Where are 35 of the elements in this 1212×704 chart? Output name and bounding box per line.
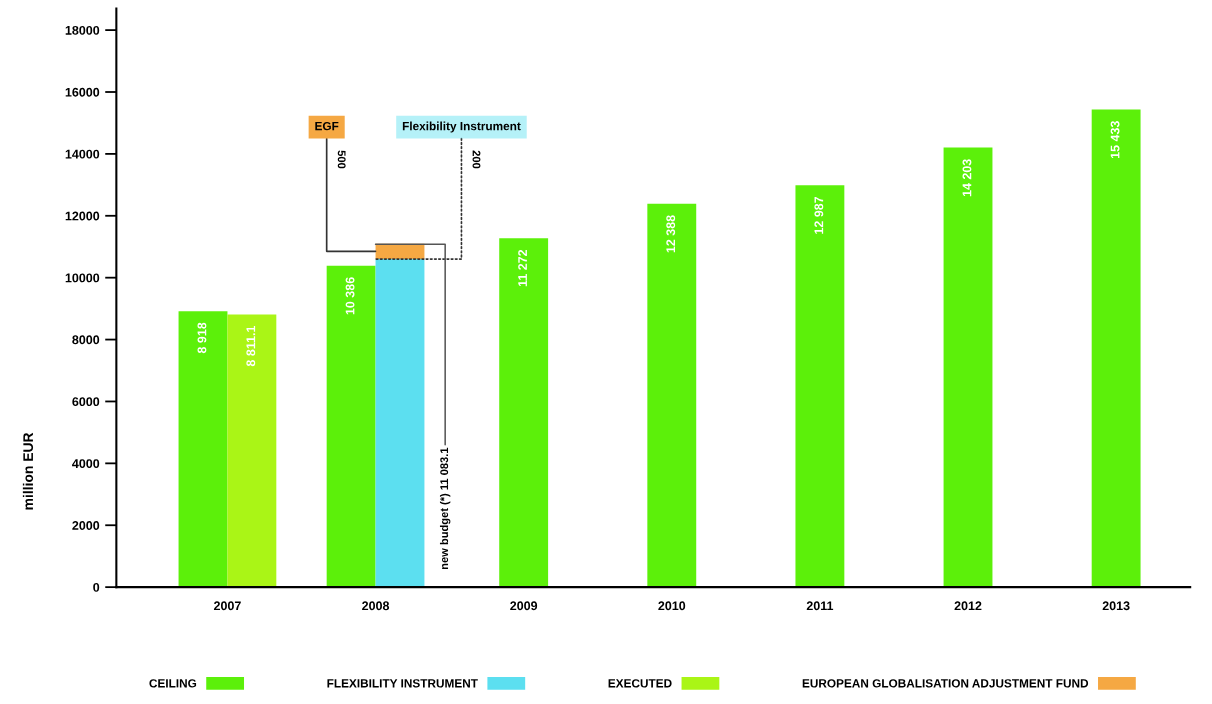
data-label: 12 388 <box>666 215 676 253</box>
data-label: 12 987 <box>814 196 824 234</box>
annotation: Flexibility Instrument <box>402 121 521 133</box>
data-label: 15 433 <box>1110 121 1120 159</box>
annotation: new budget (*) 11 083.1 <box>439 447 451 570</box>
y-tick-label: 8000 <box>72 335 100 345</box>
x-tick-label: 2013 <box>1102 601 1130 611</box>
y-tick-label: 2000 <box>72 521 100 530</box>
y-tick-label: 18000 <box>65 25 100 35</box>
annotation: 200 <box>472 150 481 169</box>
data-label: 10 386 <box>345 277 355 315</box>
annotation: 500 <box>337 150 346 169</box>
y-tick-label: 6000 <box>72 397 100 407</box>
data-label: 8 918 <box>197 322 207 354</box>
y-tick-label: 12000 <box>65 211 100 221</box>
x-tick-label: 2009 <box>510 601 538 611</box>
x-tick-label: 2012 <box>954 601 982 611</box>
y-tick-label: 0 <box>93 582 100 592</box>
data-label: 14 203 <box>962 159 972 197</box>
legend-label: CEILING <box>149 679 197 688</box>
x-tick-label: 2011 <box>806 601 834 611</box>
x-tick-label: 2010 <box>658 601 686 611</box>
legend-label: EXECUTED <box>608 679 672 688</box>
data-label: 11 272 <box>518 249 527 287</box>
legend-label: FLEXIBILITY INSTRUMENT <box>327 679 478 688</box>
annotation: EGF <box>315 121 339 131</box>
x-tick-label: 2007 <box>213 601 241 611</box>
y-tick-label: 16000 <box>65 87 100 97</box>
y-tick-label: 10000 <box>65 273 100 283</box>
y-axis-title: million EUR <box>22 432 34 510</box>
x-tick-label: 2008 <box>362 601 390 611</box>
y-tick-label: 4000 <box>72 459 100 468</box>
data-label: 8 811.1 <box>246 325 256 367</box>
legend-label: EUROPEAN GLOBALISATION ADJUSTMENT FUND <box>802 679 1089 688</box>
y-tick-label: 14000 <box>65 149 100 159</box>
